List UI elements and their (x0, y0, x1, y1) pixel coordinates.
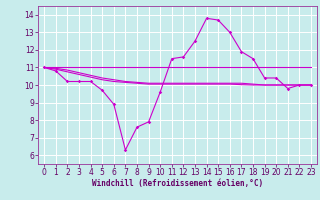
X-axis label: Windchill (Refroidissement éolien,°C): Windchill (Refroidissement éolien,°C) (92, 179, 263, 188)
